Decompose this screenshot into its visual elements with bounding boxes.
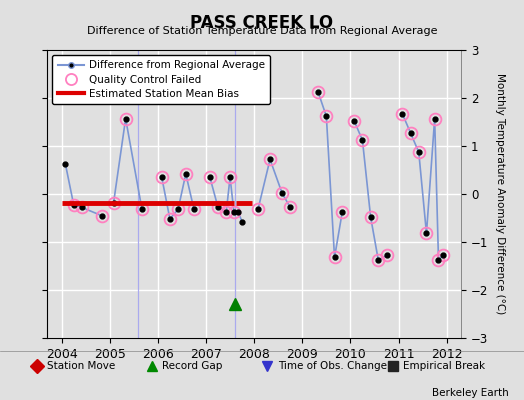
Legend: Difference from Regional Average, Quality Control Failed, Estimated Station Mean: Difference from Regional Average, Qualit… <box>52 55 270 104</box>
Text: Record Gap: Record Gap <box>162 361 223 371</box>
Text: Berkeley Earth: Berkeley Earth <box>432 388 508 398</box>
Text: Empirical Break: Empirical Break <box>403 361 486 371</box>
Text: PASS CREEK LO: PASS CREEK LO <box>190 14 334 32</box>
Text: Time of Obs. Change: Time of Obs. Change <box>278 361 387 371</box>
Text: Station Move: Station Move <box>47 361 115 371</box>
Text: Difference of Station Temperature Data from Regional Average: Difference of Station Temperature Data f… <box>87 26 437 36</box>
Y-axis label: Monthly Temperature Anomaly Difference (°C): Monthly Temperature Anomaly Difference (… <box>495 73 505 315</box>
